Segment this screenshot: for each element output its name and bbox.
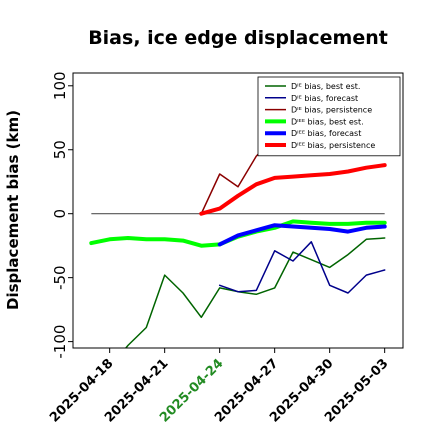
legend-label: Dᴵᴱ bias, persistence	[291, 106, 372, 115]
legend-label: Dᴵᴱᴱ bias, best est.	[291, 117, 364, 126]
series-line-2	[218, 241, 386, 294]
series-line-5	[217, 223, 387, 247]
y-tick-label: -100	[51, 325, 69, 359]
plot-frame	[72, 72, 404, 349]
y-tick-label: -50	[51, 265, 69, 290]
legend-box	[257, 76, 401, 157]
legend-label: Dᴵᴱᴱ bias, persistence	[291, 141, 375, 150]
legend-label: Dᴵᴱᴱ bias, forecast	[291, 129, 361, 138]
legend-label: Dᴵᴱ bias, forecast	[291, 94, 358, 103]
series-line-6	[199, 163, 387, 216]
y-axis-label: Displacement bias (km)	[4, 110, 22, 310]
legend: Dᴵᴱ bias, best est. Dᴵᴱ bias, forecast Dᴵᴱ…	[257, 76, 401, 157]
plot-area: -100-500501002025-04-182025-04-212025-04…	[47, 71, 404, 426]
y-tick-label: 0	[51, 209, 69, 219]
chart-title: Bias, ice edge displacement	[88, 27, 388, 49]
series-group	[89, 97, 387, 348]
legend-label: Dᴵᴱ bias, best est.	[291, 82, 360, 91]
y-tick-label: 100	[51, 71, 69, 100]
y-tick-label: 50	[51, 140, 69, 159]
